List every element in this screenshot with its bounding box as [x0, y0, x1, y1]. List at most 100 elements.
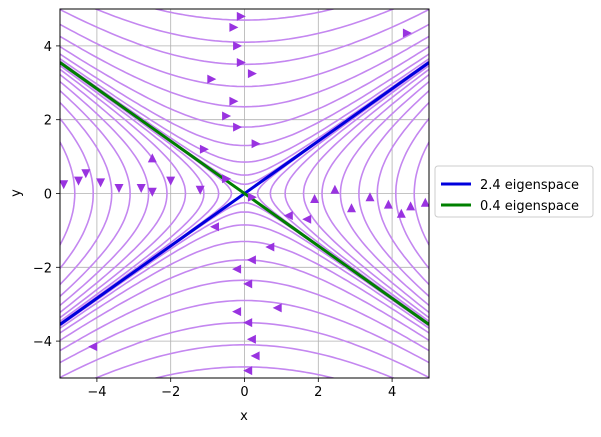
- streamline-top-9: [152, 9, 337, 21]
- legend-label-2-4-eigenspace: 2.4 eigenspace: [480, 178, 579, 193]
- stream-arrow-37: [232, 264, 242, 274]
- streamline-right-3: [302, 68, 429, 319]
- stream-arrow-39: [272, 303, 282, 313]
- y-ticks: −4 −2 0 2 4: [33, 40, 60, 350]
- streamline-right-6: [358, 89, 429, 298]
- eigenspace-lines: [60, 61, 429, 326]
- x-tick-label-3: 2: [314, 385, 322, 400]
- stream-arrow-30: [406, 201, 416, 211]
- legend-label-0-4-eigenspace: 0.4 eigenspace: [480, 199, 579, 214]
- streamline-right-4: [321, 73, 429, 314]
- stream-arrow-32: [283, 211, 293, 221]
- stream-arrow-42: [246, 334, 256, 344]
- streamline-left-2: [60, 64, 205, 323]
- stream-arrow-45: [88, 342, 98, 352]
- stream-arrow-17: [81, 169, 91, 179]
- stream-arrow-29: [396, 208, 406, 218]
- stream-arrow-38: [243, 279, 253, 289]
- stream-arrow-6: [229, 96, 239, 106]
- stream-arrow-11: [147, 153, 157, 163]
- streamline-right-7: [376, 101, 429, 286]
- streamline-bottom-5: [60, 279, 429, 352]
- x-tick-label-2: 0: [240, 385, 248, 400]
- stream-arrow-8: [233, 122, 243, 132]
- stream-arrow-16: [74, 176, 83, 186]
- x-axis-label: x: [240, 409, 248, 424]
- stream-arrow-28: [383, 199, 393, 209]
- stream-arrow-9: [251, 139, 261, 149]
- stream-arrow-33: [302, 214, 312, 224]
- stream-arrow-19: [114, 184, 124, 193]
- stream-arrow-26: [347, 203, 356, 213]
- x-tick-label-4: 4: [388, 385, 396, 400]
- stream-arrows: [60, 11, 429, 376]
- streamline-left-6: [60, 89, 131, 298]
- stream-arrow-15: [60, 180, 69, 190]
- streamline-bottom-6: [60, 299, 429, 364]
- legend: 2.4 eigenspace 0.4 eigenspace: [434, 165, 594, 218]
- streamline-bottom-4: [60, 259, 429, 342]
- streamline-right-2: [284, 64, 429, 323]
- streamline-left-3: [60, 68, 187, 319]
- stream-arrow-23: [195, 185, 205, 195]
- stream-arrow-24: [310, 194, 320, 203]
- streamline-right-5: [339, 80, 429, 307]
- streamline-right-8: [394, 117, 429, 270]
- streamline-bottom-9: [152, 366, 337, 378]
- series-line-1: [60, 61, 429, 326]
- stream-arrow-34: [210, 222, 219, 232]
- streamline-right-9: [413, 140, 429, 247]
- stream-arrow-18: [96, 178, 106, 188]
- stream-arrow-20: [136, 184, 146, 193]
- streamline-left-9: [60, 140, 76, 247]
- streamline-top-4: [60, 45, 429, 128]
- streamline-top-8: [93, 9, 396, 43]
- stream-arrow-25: [330, 184, 340, 194]
- y-tick-label-4: 4: [44, 40, 52, 55]
- legend-box: [434, 165, 594, 218]
- stream-arrow-2: [233, 41, 243, 51]
- streamline-bottom-3: [60, 240, 429, 334]
- stream-arrow-0: [236, 11, 246, 21]
- stream-arrow-13: [247, 192, 257, 202]
- streamline-bottom-2: [60, 224, 429, 330]
- streamline-left-4: [60, 73, 168, 314]
- y-tick-label-2: 0: [44, 188, 52, 203]
- x-tick-label-1: −2: [161, 385, 180, 400]
- y-axis-label: y: [9, 189, 24, 197]
- stream-arrow-36: [246, 255, 256, 265]
- y-tick-label-0: −4: [33, 335, 52, 350]
- streamline-top-7: [60, 9, 429, 66]
- stream-arrow-7: [222, 111, 232, 121]
- stream-arrow-1: [229, 22, 239, 32]
- stream-arrow-12: [222, 174, 232, 184]
- stream-arrow-5: [207, 74, 217, 84]
- streamline-left-8: [60, 117, 95, 270]
- stream-arrow-21: [147, 187, 157, 197]
- stream-arrow-43: [250, 351, 260, 361]
- streamline-left-7: [60, 101, 113, 286]
- y-tick-label-1: −2: [33, 261, 52, 276]
- streamline-top-6: [60, 23, 429, 88]
- stream-arrow-40: [232, 307, 242, 317]
- y-tick-label-3: 2: [44, 114, 52, 129]
- streamline-top-2: [60, 57, 429, 163]
- stream-arrow-14: [402, 28, 412, 38]
- stream-arrow-35: [265, 242, 275, 252]
- x-tick-label-0: −4: [87, 385, 106, 400]
- streamline-left-5: [60, 80, 150, 307]
- stream-arrow-10: [199, 144, 209, 154]
- stream-arrow-41: [243, 318, 253, 328]
- streamline-top-5: [60, 35, 429, 108]
- streamline-bottom-8: [93, 344, 396, 378]
- stream-arrow-3: [236, 58, 246, 67]
- stream-arrow-44: [243, 366, 253, 376]
- x-ticks: −4 −2 0 2 4: [87, 378, 396, 400]
- stream-arrow-4: [247, 69, 257, 79]
- stream-arrow-22: [166, 176, 176, 186]
- stream-arrow-31: [420, 197, 429, 207]
- streamline-top-3: [60, 53, 429, 147]
- stream-arrow-27: [365, 192, 375, 202]
